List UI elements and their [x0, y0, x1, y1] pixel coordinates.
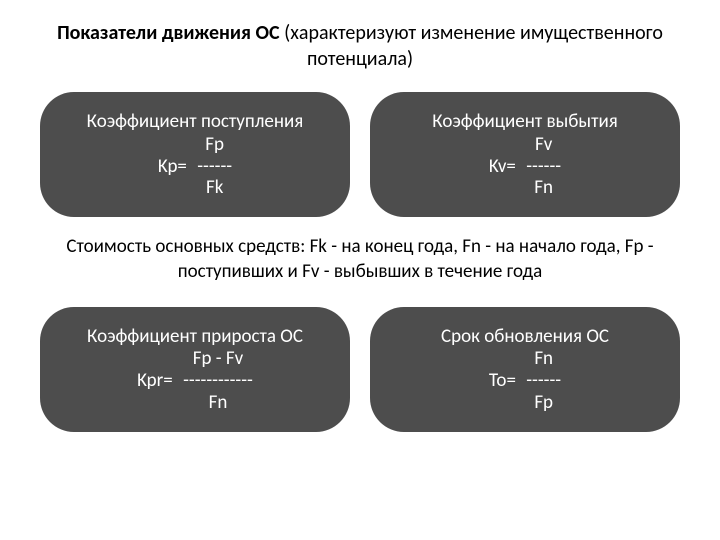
- formula-denominator: Fk: [197, 177, 232, 199]
- formula: Kp= Fp ------ Fk: [60, 134, 330, 200]
- card-intake-coefficient: Коэффициент поступления Kp= Fp ------ Fk: [40, 92, 350, 217]
- formula: To= Fn ------ Fp: [390, 348, 660, 414]
- formula-lhs: Kpr=: [137, 369, 177, 393]
- formula-denominator: Fn: [183, 392, 253, 414]
- card-renewal-period: Срок обновления ОС To= Fn ------ Fp: [370, 307, 680, 432]
- card-heading: Коэффициент прироста ОС: [60, 325, 330, 349]
- card-disposal-coefficient: Коэффициент выбытия Kv= Fv ------ Fn: [370, 92, 680, 217]
- card-heading: Коэффициент выбытия: [390, 110, 660, 134]
- formula-numerator: Fv: [526, 134, 561, 156]
- formula-numerator: Fp - Fv: [183, 348, 253, 370]
- formula-lhs: To=: [489, 369, 520, 393]
- page-title: Показатели движения ОС (характеризуют из…: [40, 20, 680, 72]
- bottom-row: Коэффициент прироста ОС Kpr= Fp - Fv ---…: [40, 307, 680, 432]
- definitions-note: Стоимость основных средств: Fk - на коне…: [40, 235, 680, 284]
- formula-dashes: ------------: [183, 370, 253, 392]
- formula-denominator: Fn: [526, 177, 561, 199]
- formula-numerator: Fn: [526, 348, 561, 370]
- formula-lhs: Kv=: [489, 155, 520, 179]
- formula-lhs: Kp=: [158, 155, 191, 179]
- title-bold: Показатели движения ОС: [57, 21, 280, 45]
- formula-numerator: Fp: [197, 134, 232, 156]
- formula-dashes: ------: [526, 156, 561, 178]
- card-heading: Коэффициент поступления: [60, 110, 330, 134]
- formula: Kpr= Fp - Fv ------------ Fn: [60, 348, 330, 414]
- formula-dashes: ------: [197, 156, 232, 178]
- formula-dashes: ------: [526, 370, 561, 392]
- title-rest: (характеризуют изменение имущественного …: [280, 21, 663, 71]
- top-row: Коэффициент поступления Kp= Fp ------ Fk…: [40, 92, 680, 217]
- formula-denominator: Fp: [526, 392, 561, 414]
- card-growth-coefficient: Коэффициент прироста ОС Kpr= Fp - Fv ---…: [40, 307, 350, 432]
- formula: Kv= Fv ------ Fn: [390, 134, 660, 200]
- card-heading: Срок обновления ОС: [390, 325, 660, 349]
